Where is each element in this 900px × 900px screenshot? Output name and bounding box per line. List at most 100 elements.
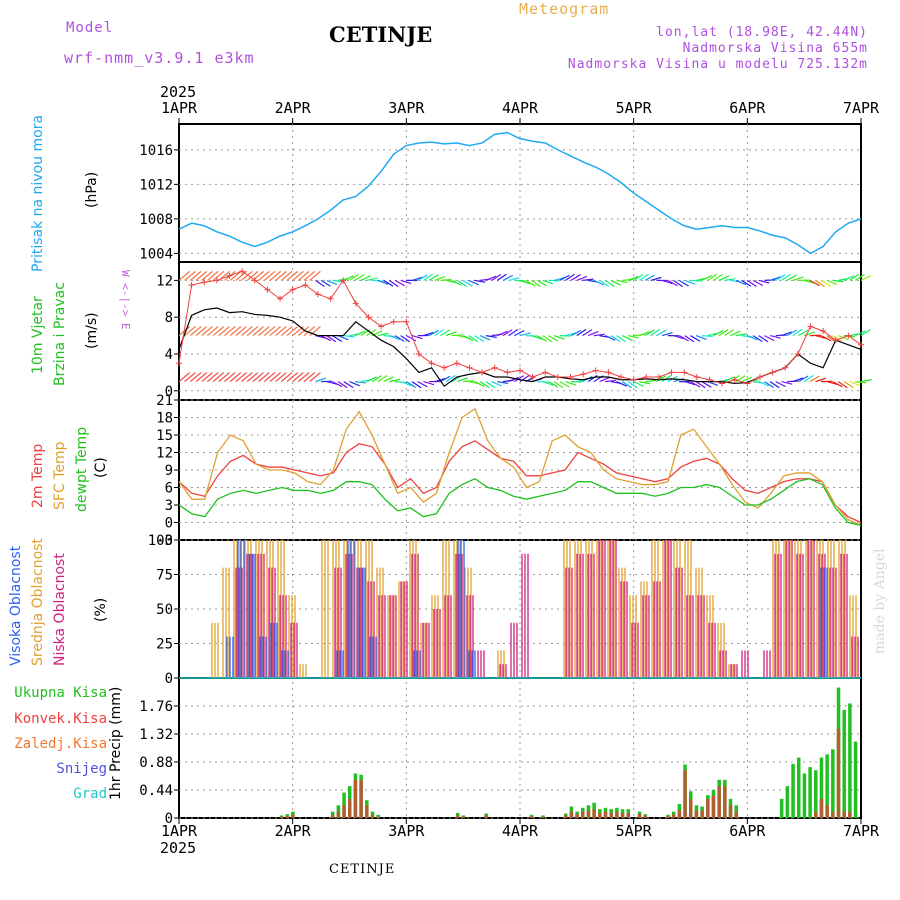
x-tick-top: 1APR — [161, 99, 198, 117]
precip-convective-bar — [671, 814, 676, 818]
wind-arrow — [741, 279, 752, 287]
wind-gust-marker — [441, 364, 448, 371]
wind-gust-marker — [479, 369, 486, 376]
wind-arrow — [389, 378, 401, 383]
temperature-y-tick-label: 3 — [165, 498, 173, 514]
wind-arrow — [195, 326, 208, 337]
wind-arrow — [355, 381, 367, 384]
wind-arrow — [792, 328, 803, 337]
wind-arrow — [377, 279, 389, 285]
wind-gust-marker — [176, 360, 182, 367]
wind-gust-marker — [188, 282, 195, 288]
wind-arrow — [514, 279, 526, 282]
wind-arrow — [724, 329, 735, 337]
wind-arrow — [548, 335, 559, 342]
wind-arrow — [525, 279, 536, 287]
station-elevation: Nadmorska Visina 655m — [682, 41, 868, 56]
wind-arrow — [468, 335, 479, 343]
wind-arrow — [280, 326, 293, 337]
x-tick-top: 7APR — [843, 99, 880, 117]
wind-arrow — [491, 274, 502, 281]
wind-arrow — [735, 279, 747, 286]
wind-arrow — [349, 381, 360, 387]
precip-total-bar — [779, 798, 784, 818]
wind-arrow — [764, 381, 774, 389]
model-elevation: Nadmorska Visina u modelu 725.132m — [567, 57, 868, 72]
wind-gust-marker — [302, 282, 309, 288]
wind-arrow — [366, 277, 378, 281]
wind-arrow — [383, 279, 394, 287]
precip-convective-bar — [598, 812, 602, 818]
precip-total-bar — [791, 763, 795, 818]
precip-convective-bar — [836, 728, 841, 818]
wind-gust-marker — [858, 341, 864, 348]
wind-arrow — [474, 381, 485, 387]
wind-arrow — [400, 335, 411, 343]
wind-arrow — [440, 329, 451, 337]
wind-gust-marker — [415, 351, 422, 357]
wind-arrow — [661, 332, 673, 337]
wind-arrow — [297, 326, 310, 337]
precip-total-bar — [802, 773, 807, 818]
year-bottom: 2025 — [160, 839, 197, 857]
temp-sfc-line — [178, 407, 862, 527]
wind-arrow — [201, 372, 213, 383]
wind-arrow — [269, 372, 282, 383]
wind-arrow — [690, 381, 701, 388]
x-tick-top: 5APR — [616, 99, 653, 117]
precip-convective-bar — [637, 814, 642, 818]
precip-convective-bar — [592, 809, 596, 818]
precip-convective-bar — [541, 816, 545, 818]
wind-arrow — [815, 279, 825, 288]
wind-gust-marker — [769, 369, 776, 376]
wind-gust-marker — [264, 286, 271, 293]
wind-arrow — [479, 335, 491, 341]
wind-arrow — [218, 326, 230, 337]
legend-convective-rain: Konvek.Kisa — [14, 711, 107, 727]
wind-arrow — [621, 381, 632, 389]
wind-arrow — [730, 330, 741, 337]
wind-arrow — [189, 326, 202, 337]
wind-gust-marker — [807, 323, 814, 330]
precip-convective-bar — [330, 814, 335, 818]
wind-arrow — [462, 279, 473, 287]
temperature-y-tick-label: -3 — [156, 533, 173, 549]
precip-convective-bar — [626, 812, 630, 818]
wind-gust-marker — [226, 272, 233, 279]
wind-arrow — [326, 335, 337, 343]
precip-convective-bar — [279, 816, 284, 818]
precip-total-bar — [831, 749, 835, 818]
precip-convective-bar — [455, 815, 460, 818]
wind-arrow — [752, 335, 763, 343]
temperature-y-tick-label: 0 — [165, 516, 173, 532]
wind-arrow — [627, 381, 638, 389]
precip-convective-bar — [484, 815, 488, 818]
wind-arrow — [803, 374, 814, 383]
wind-arrow — [212, 270, 225, 281]
wind-gust-marker — [403, 318, 410, 325]
wind-arrow — [712, 273, 723, 281]
wind-arrow — [837, 381, 848, 389]
wind-arrow — [502, 274, 514, 281]
wind-arrow — [548, 381, 559, 388]
wind-arrow — [792, 276, 804, 281]
precip-convective-bar — [609, 812, 613, 818]
model-name: wrf-nmm_v3.9.1 e3km — [64, 49, 255, 67]
wind-arrow — [701, 381, 712, 388]
wind-arrow — [832, 335, 843, 342]
wind-arrow — [798, 329, 809, 337]
wind-arrow — [764, 279, 776, 281]
wind-arrow — [695, 381, 706, 389]
precip-y-tick-label: 0 — [165, 811, 173, 827]
legend-total-rain: Ukupna Kisa — [14, 685, 107, 701]
wind-arrow — [434, 328, 445, 337]
wind-arrow — [258, 270, 270, 281]
wind-arrow — [337, 381, 348, 389]
wind-arrow — [826, 381, 838, 386]
x-tick-bottom: 4APR — [502, 822, 539, 840]
wind-arrow — [786, 329, 797, 337]
wind-gust-marker — [719, 380, 726, 387]
wind-arrow — [485, 335, 497, 338]
footer-station: CETINJE — [329, 862, 396, 877]
wind-arrow — [781, 331, 793, 337]
